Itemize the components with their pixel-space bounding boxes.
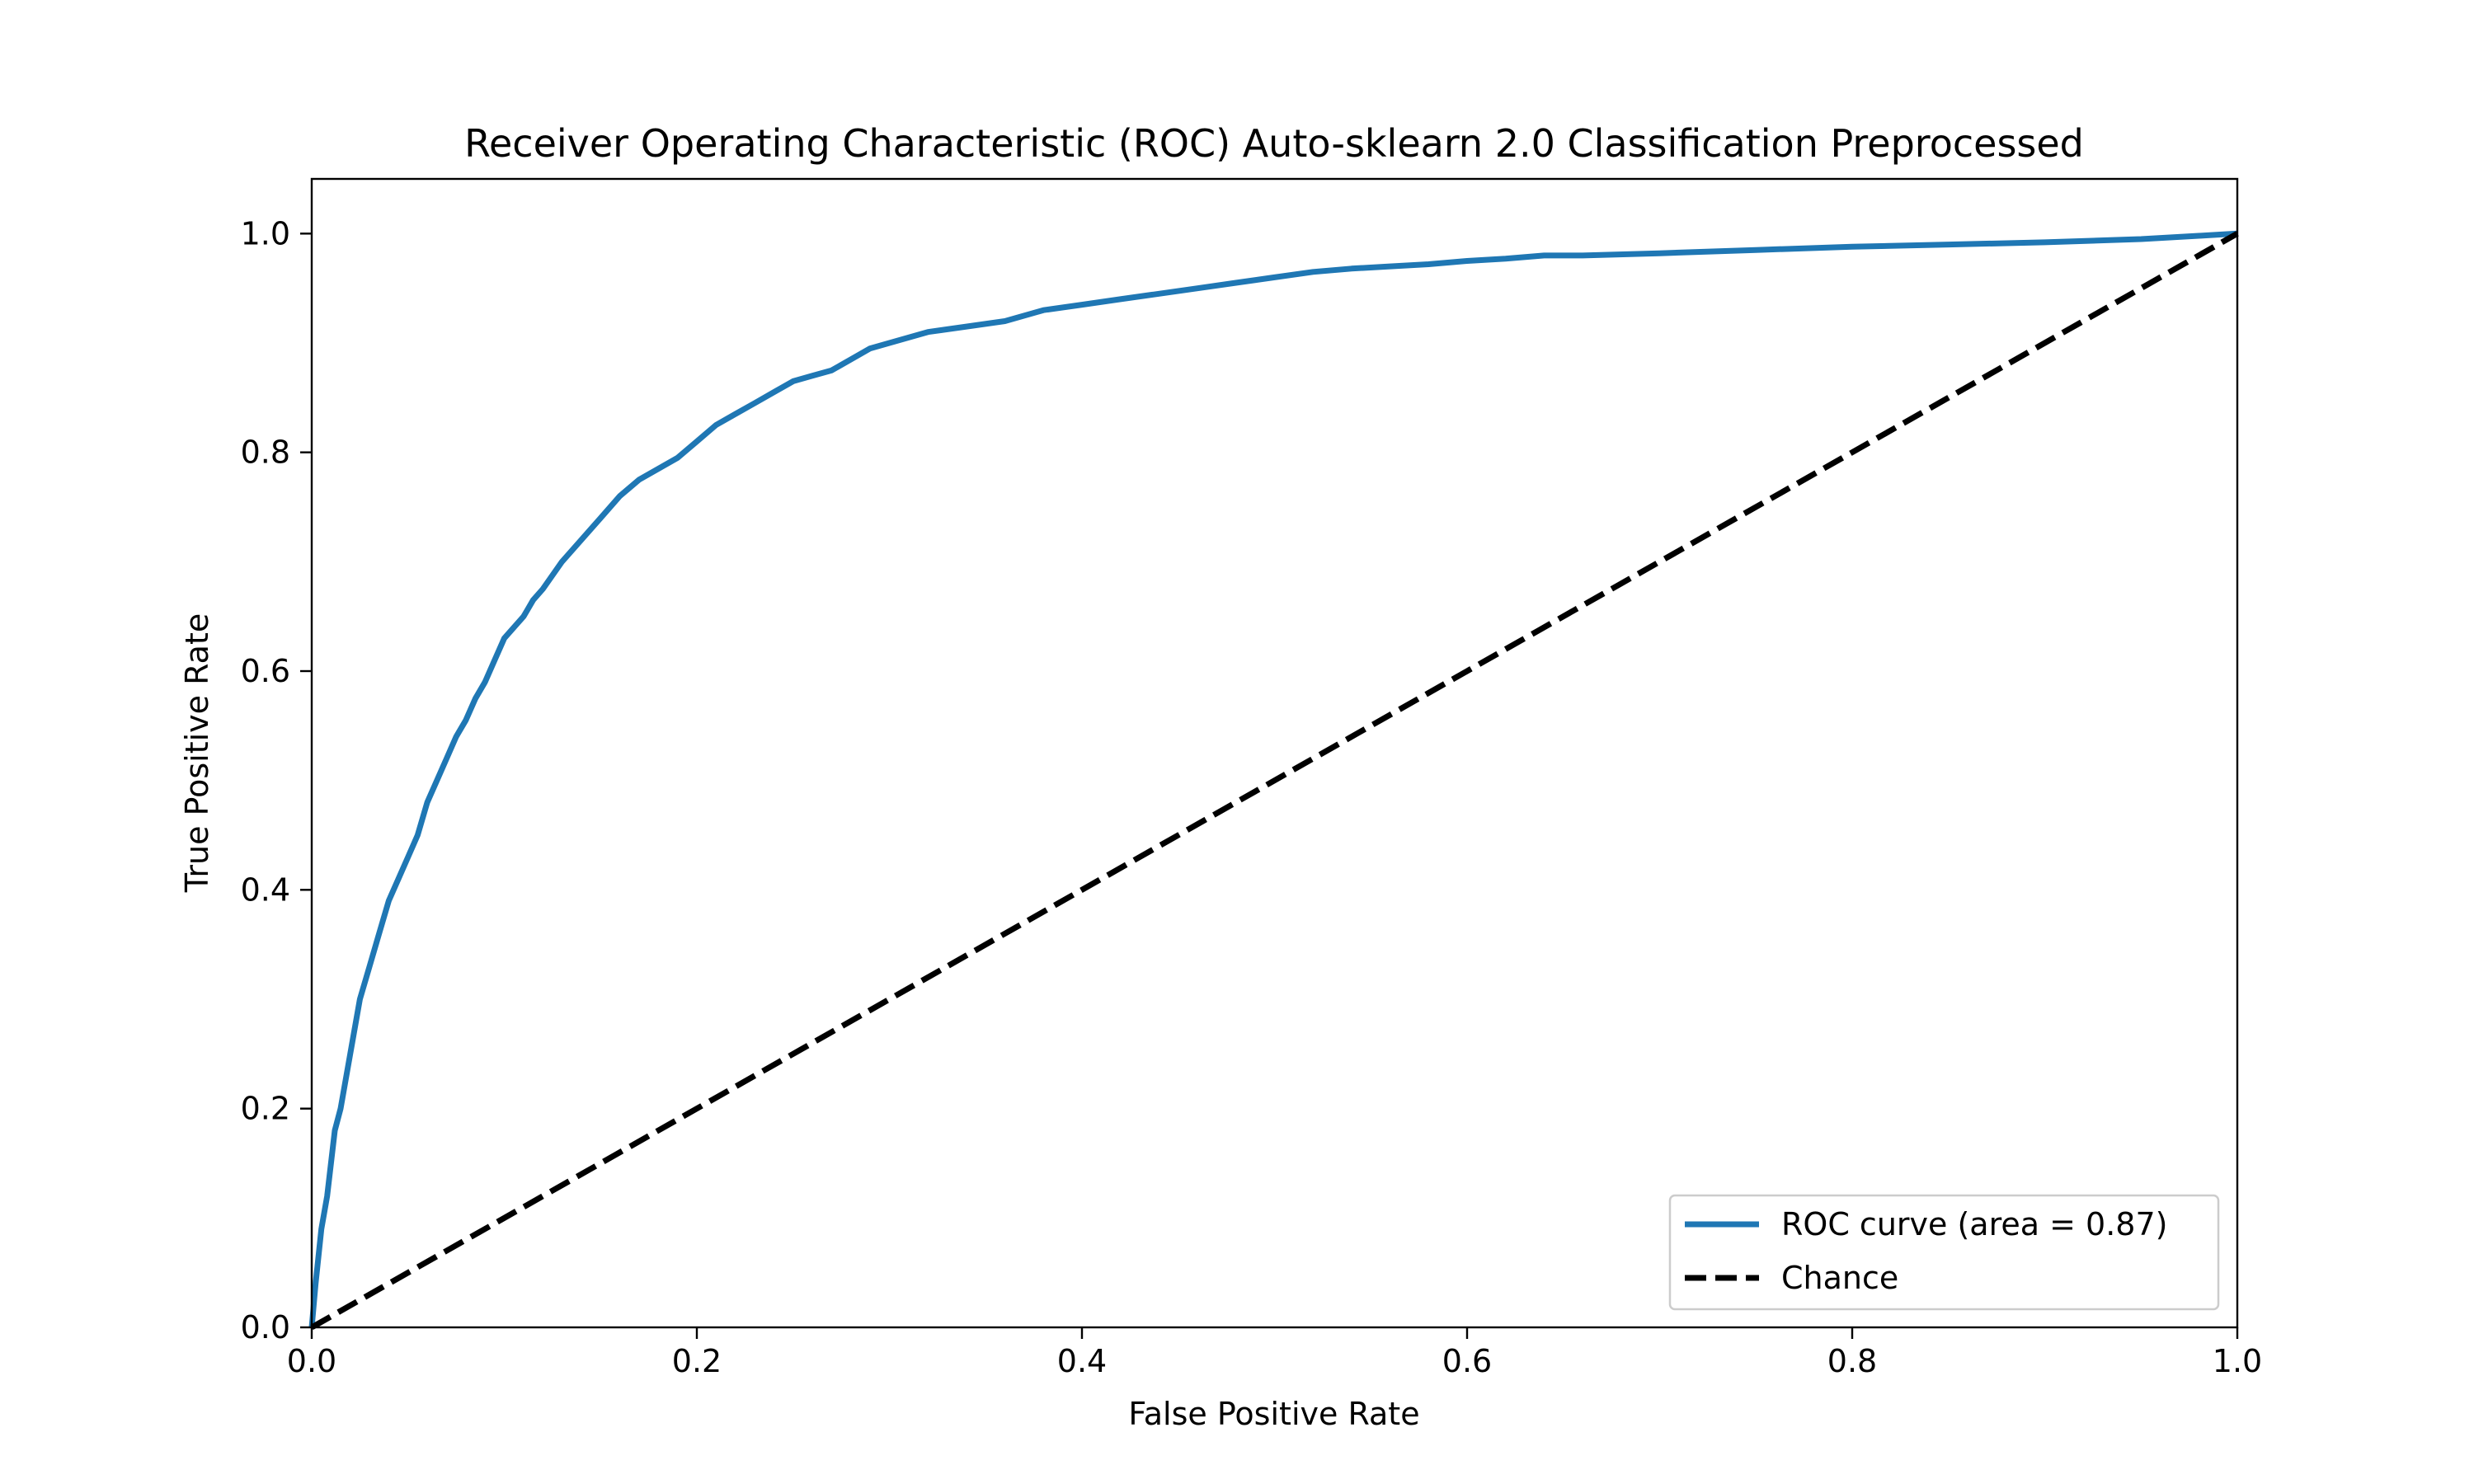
chart-title: Receiver Operating Characteristic (ROC) … [464, 121, 2084, 166]
x-axis: 0.0 0.2 0.4 0.6 0.8 1.0 [287, 1327, 2262, 1379]
x-tick-label: 0.0 [287, 1343, 336, 1379]
roc-curve-line [308, 230, 2238, 1328]
y-tick-label: 0.2 [241, 1091, 290, 1127]
y-tick-label: 0.4 [241, 871, 290, 908]
x-tick-label: 0.2 [672, 1343, 722, 1379]
legend-label-roc-curve: ROC curve (area = 0.87) [1781, 1206, 2167, 1242]
legend-box [1668, 1194, 2220, 1311]
y-tick-label: 0.8 [241, 434, 290, 471]
plot-frame [310, 177, 2239, 1329]
x-tick-label: 0.8 [1827, 1343, 1877, 1379]
y-axis: 0.0 0.2 0.4 0.6 0.8 1.0 [241, 215, 312, 1345]
plot-area [308, 230, 2239, 1331]
y-axis-label: True Positive Rate [179, 613, 215, 894]
x-tick-label: 1.0 [2213, 1343, 2262, 1379]
legend-label-chance: Chance [1781, 1260, 1898, 1296]
y-tick-label: 0.6 [241, 653, 290, 689]
x-tick-label: 0.4 [1057, 1343, 1107, 1379]
y-tick-label: 1.0 [241, 215, 290, 251]
legend: ROC curve (area = 0.87) Chance [1668, 1194, 2220, 1311]
x-tick-label: 0.6 [1442, 1343, 1492, 1379]
x-axis-label: False Positive Rate [1128, 1396, 1419, 1432]
y-tick-label: 0.0 [241, 1309, 290, 1345]
chance-line [310, 231, 2239, 1331]
